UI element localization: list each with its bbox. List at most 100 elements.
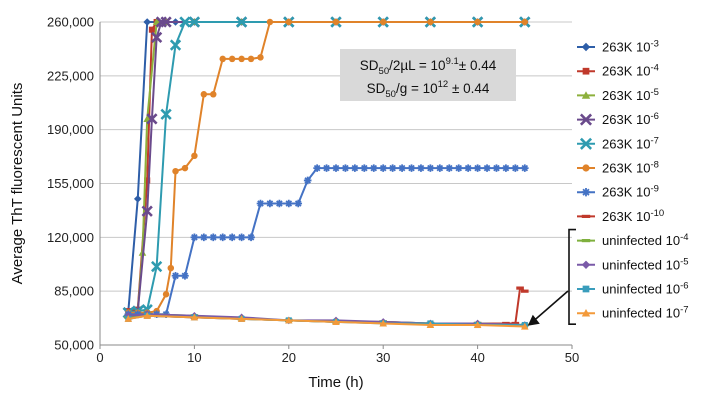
series-line [128, 313, 525, 327]
axes [99, 22, 573, 349]
legend-item: 263K 10-10 [577, 208, 664, 224]
uninfected-arrow [527, 290, 569, 326]
legend-label-base: 263K 10 [602, 40, 650, 55]
data-point [332, 318, 340, 325]
data-point [256, 199, 265, 208]
data-point [379, 319, 387, 327]
legend-label: uninfected 10-7 [602, 305, 689, 321]
legend-marker [582, 67, 590, 75]
legend-label-superscript: -7 [680, 305, 688, 316]
legend-item: 263K 10-7 [577, 135, 659, 151]
legend-marker [581, 239, 591, 243]
legend-marker [581, 91, 591, 99]
annotation-background [340, 49, 516, 101]
data-point [171, 271, 180, 280]
data-point [181, 164, 189, 172]
legend-item: 263K 10-9 [577, 184, 659, 200]
x-tick-label: 20 [282, 350, 296, 365]
data-point [464, 164, 472, 172]
legend-item: 263K 10-8 [577, 160, 659, 176]
data-point [502, 164, 510, 172]
plot-area [122, 16, 531, 330]
data-point [160, 16, 172, 28]
legend-label-superscript: -3 [650, 39, 658, 50]
data-point [151, 31, 163, 44]
data-point [181, 271, 189, 280]
data-point [209, 233, 218, 242]
series-line [128, 167, 525, 316]
x-tick-label: 0 [96, 350, 103, 365]
data-point [511, 321, 520, 326]
data-point [427, 18, 434, 26]
data-point [492, 164, 501, 172]
legend-marker [582, 285, 590, 293]
x-tick-label: 50 [565, 350, 579, 365]
series-line [128, 286, 526, 325]
data-point [162, 291, 170, 298]
legend-label: uninfected 10-4 [602, 232, 689, 248]
data-point [200, 91, 208, 98]
data-point [266, 18, 274, 26]
legend-item: 263K 10-5 [577, 87, 659, 103]
legend-label-base: uninfected 10 [602, 282, 680, 297]
data-point [313, 164, 321, 172]
data-point [285, 18, 293, 26]
series [124, 286, 529, 326]
legend-item: uninfected 10-4 [577, 232, 689, 248]
legend-item: uninfected 10-6 [577, 281, 689, 297]
legend-label: 263K 10-6 [602, 111, 659, 127]
annotation-base: SD [360, 58, 379, 73]
data-point [322, 164, 331, 172]
y-axis-title: Average ThT fluorescent Units [9, 83, 26, 285]
data-point [426, 164, 435, 172]
x-tick-label: 10 [187, 350, 201, 365]
data-point [167, 264, 175, 272]
legend-item: 263K 10-3 [577, 39, 659, 55]
data-point [379, 18, 387, 26]
y-tick-labels: 50,000 85,000 120,000 155,000 190,000 225,000… [47, 15, 94, 353]
data-point [303, 176, 312, 185]
annotation-superscript: 9.1 [446, 56, 459, 67]
legend-label-base: 263K 10 [602, 136, 650, 151]
data-point [200, 233, 208, 242]
data-point [210, 91, 217, 98]
data-point [146, 113, 158, 125]
legend-label: uninfected 10-6 [602, 281, 689, 297]
data-point [188, 16, 201, 28]
data-point [257, 54, 264, 61]
y-tick-label: 260,000 [47, 15, 94, 30]
legend-label-base: 263K 10 [602, 161, 650, 176]
legend-marker [581, 260, 591, 269]
legend-label: 263K 10-3 [602, 39, 659, 55]
y-tick-label: 50,000 [54, 338, 94, 353]
legend-item: uninfected 10-5 [577, 256, 689, 272]
data-point [516, 286, 524, 290]
data-point [341, 164, 350, 172]
legend-label-base: 263K 10 [602, 185, 650, 200]
data-point [417, 164, 425, 172]
legend-item: 263K 10-4 [577, 63, 659, 79]
data-point [191, 152, 198, 160]
legend-label: 263K 10-5 [602, 87, 659, 103]
legend-label-base: uninfected 10 [602, 306, 680, 321]
data-point [521, 322, 529, 330]
data-point [388, 164, 397, 172]
y-tick-label: 190,000 [47, 122, 94, 137]
data-point [294, 199, 303, 208]
data-point [179, 16, 191, 28]
data-point [407, 164, 416, 172]
legend-label-base: 263K 10 [602, 112, 650, 127]
legend-label: uninfected 10-5 [602, 256, 689, 272]
series [124, 311, 529, 330]
data-point [285, 199, 293, 208]
arrow-shaft [533, 290, 569, 322]
annotation-tail: ± 0.44 [459, 58, 497, 73]
legend-label-superscript: -7 [650, 135, 658, 146]
x-tick-label: 40 [470, 350, 484, 365]
legend-label: 263K 10-10 [602, 208, 664, 224]
legend-label-superscript: -5 [680, 256, 688, 267]
annotation-tail: ± 0.44 [448, 81, 490, 96]
data-point [169, 39, 182, 51]
data-point [144, 177, 151, 184]
